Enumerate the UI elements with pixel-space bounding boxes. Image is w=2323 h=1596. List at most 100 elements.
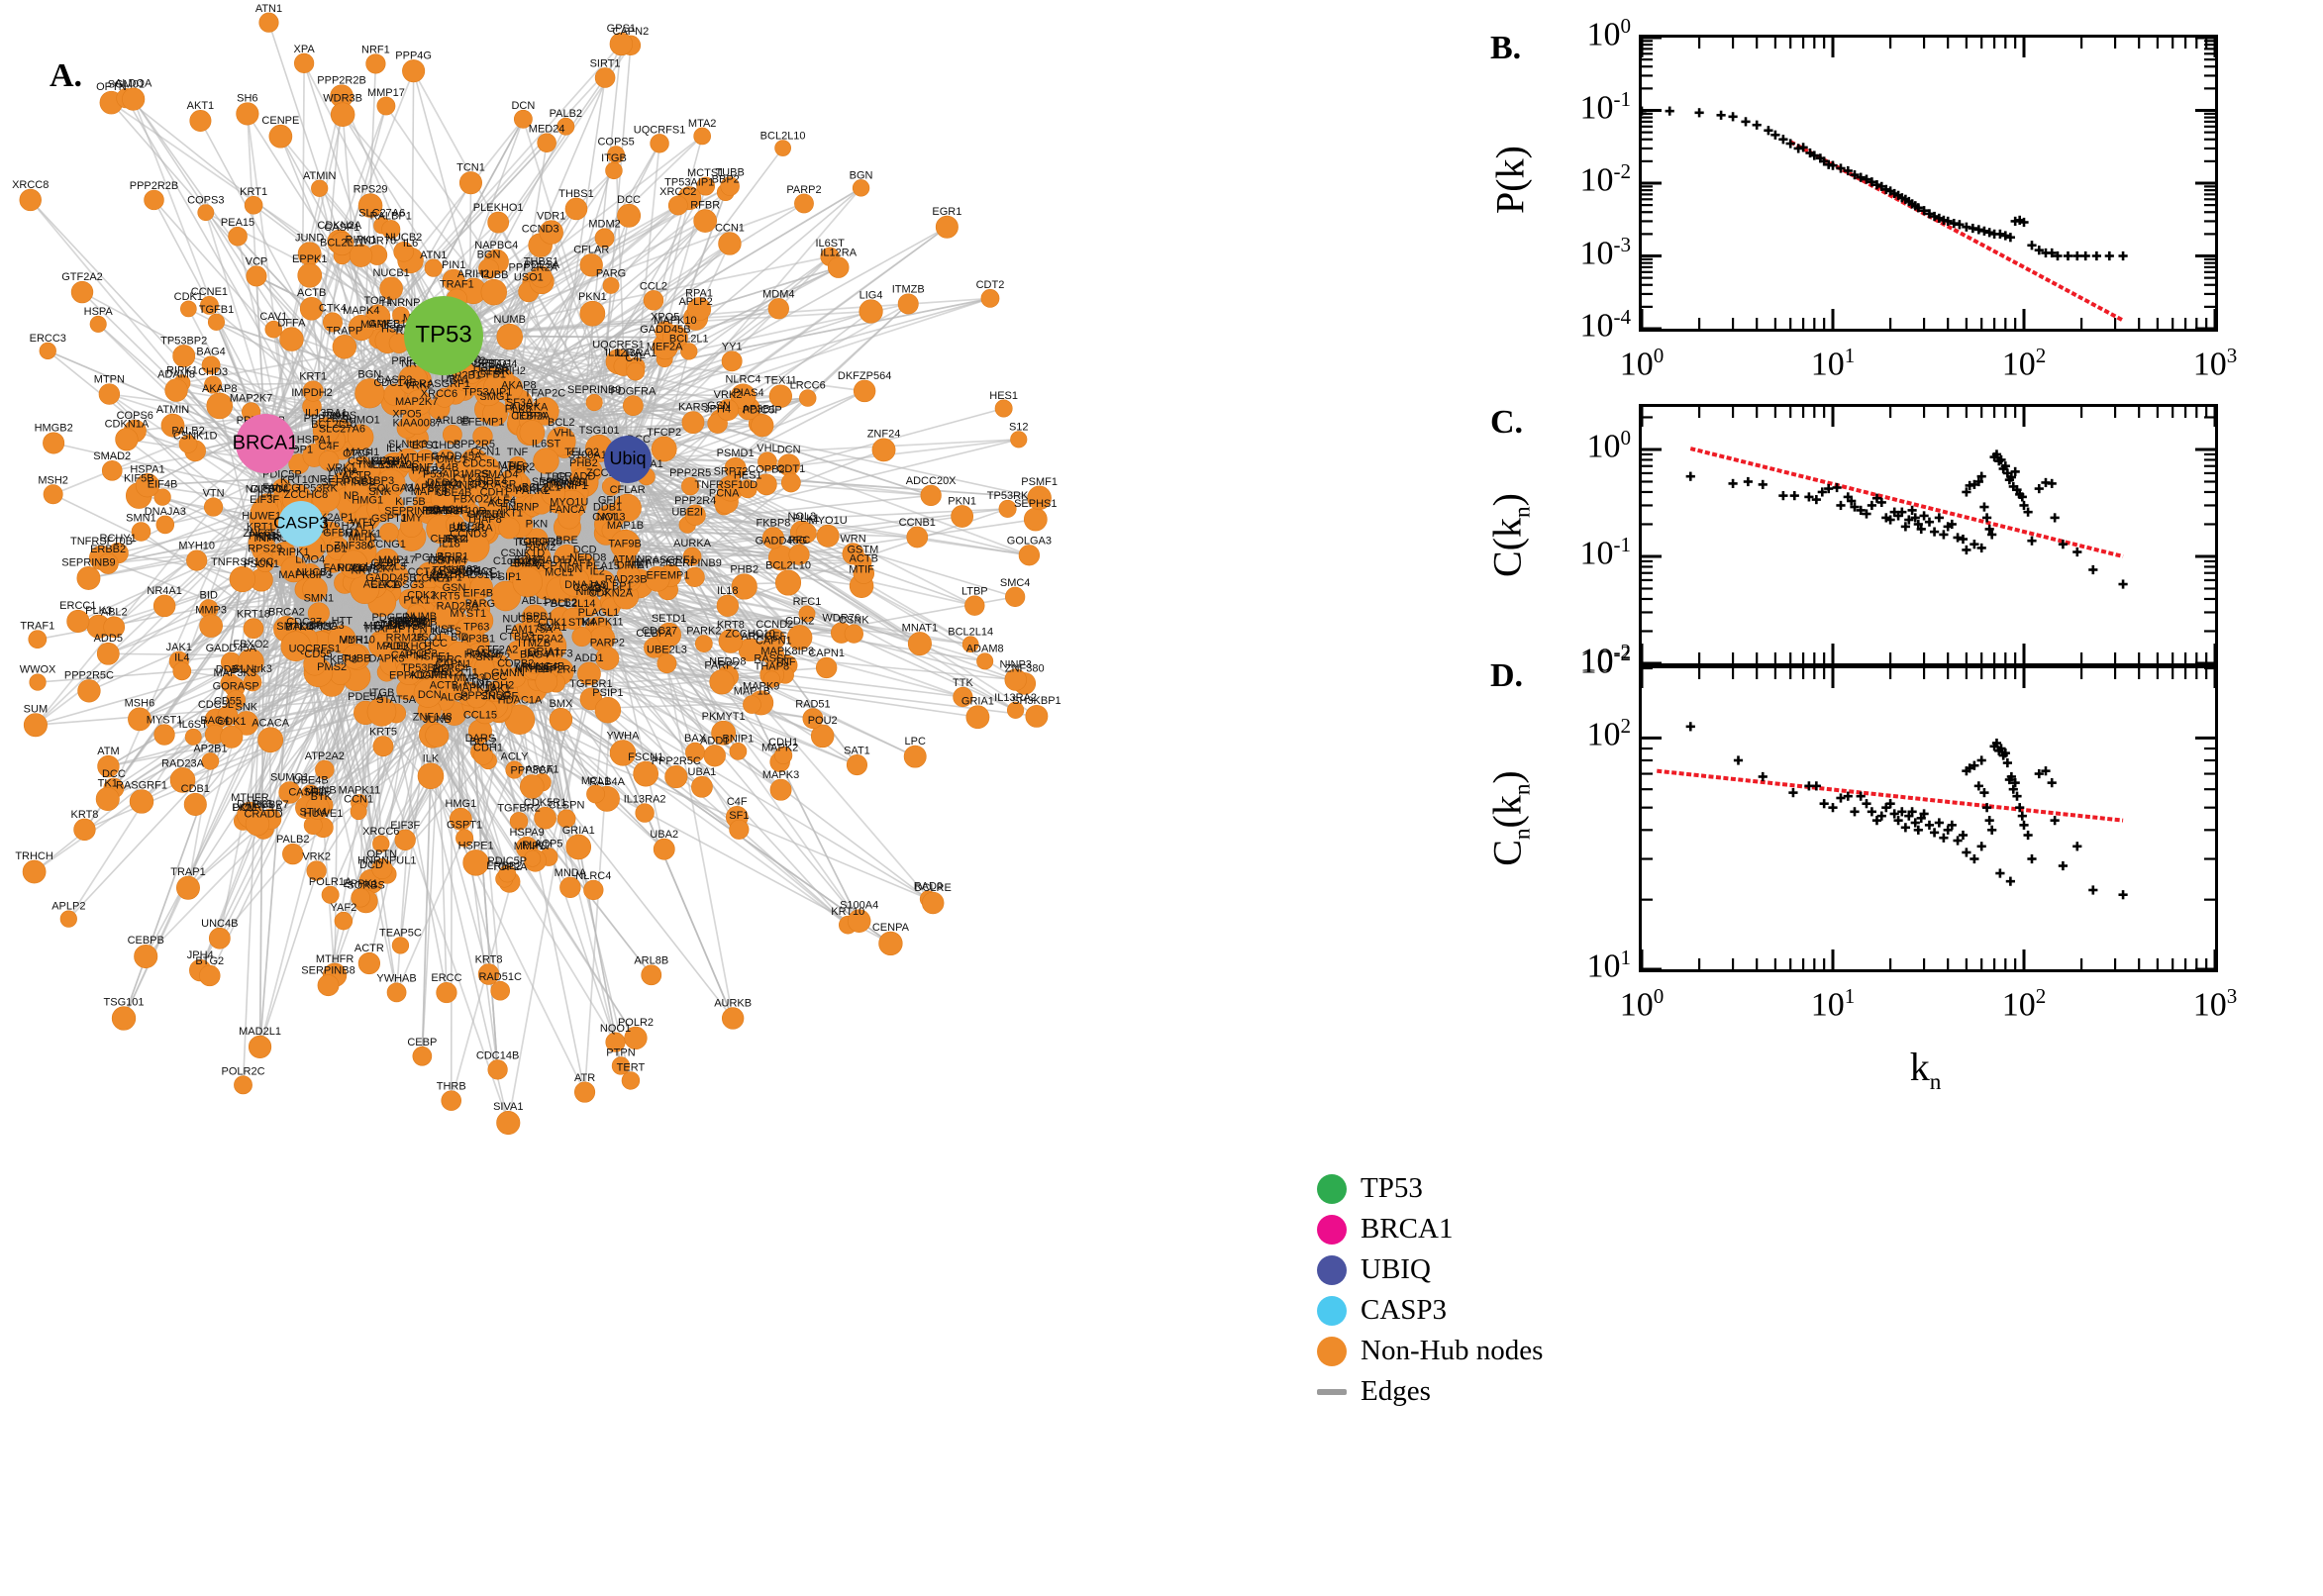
network-node[interactable] (684, 566, 705, 587)
network-node[interactable] (342, 644, 367, 669)
network-node[interactable] (413, 678, 443, 708)
network-node[interactable] (280, 555, 307, 583)
network-node[interactable] (565, 834, 592, 860)
network-node[interactable] (377, 492, 404, 519)
network-node[interactable] (70, 280, 94, 304)
network-node[interactable] (451, 573, 471, 594)
network-node[interactable] (441, 1090, 462, 1111)
network-node[interactable] (613, 493, 642, 523)
network-node[interactable] (499, 469, 523, 493)
network-node[interactable] (595, 647, 620, 670)
network-node[interactable] (321, 885, 340, 904)
network-node[interactable] (667, 195, 688, 216)
network-node[interactable] (853, 379, 876, 403)
network-node[interactable] (197, 204, 215, 222)
network-node[interactable] (250, 498, 280, 529)
network-node[interactable] (280, 631, 312, 661)
network-node[interactable] (208, 927, 231, 949)
network-node[interactable] (650, 134, 669, 153)
network-node[interactable] (644, 637, 664, 658)
network-node[interactable] (257, 727, 284, 753)
network-node[interactable] (379, 522, 399, 543)
network-node[interactable] (365, 53, 386, 74)
network-node[interactable] (395, 658, 423, 685)
network-node[interactable] (564, 197, 588, 221)
network-node[interactable] (794, 193, 814, 214)
network-node[interactable] (511, 623, 531, 643)
network-node[interactable] (557, 506, 581, 530)
network-node[interactable] (769, 778, 792, 801)
network-node[interactable] (616, 563, 641, 588)
network-node[interactable] (815, 656, 838, 679)
network-node[interactable] (920, 484, 942, 507)
network-node[interactable] (664, 764, 688, 789)
network-node[interactable] (264, 320, 283, 339)
network-node[interactable] (406, 604, 427, 625)
network-node[interactable] (243, 618, 264, 640)
network-node[interactable] (436, 981, 457, 1004)
network-node[interactable] (294, 52, 315, 73)
network-node[interactable] (115, 428, 139, 451)
network-node[interactable] (816, 524, 840, 548)
network-node[interactable] (430, 486, 454, 511)
network-node[interactable] (656, 653, 677, 674)
network-node[interactable] (455, 617, 481, 643)
network-node[interactable] (435, 387, 455, 408)
network-node[interactable] (976, 652, 994, 670)
network-node[interactable] (610, 529, 641, 560)
network-node[interactable] (172, 345, 196, 367)
network-node[interactable] (691, 775, 713, 798)
network-node[interactable] (906, 526, 929, 549)
network-node[interactable] (643, 290, 664, 311)
network-node[interactable] (512, 566, 544, 598)
network-node[interactable] (537, 133, 556, 152)
network-node[interactable] (462, 849, 489, 876)
network-node[interactable] (774, 569, 802, 596)
network-node[interactable] (307, 602, 330, 625)
network-node[interactable] (76, 566, 101, 590)
network-nodes[interactable] (19, 12, 1052, 1136)
network-node[interactable] (484, 680, 506, 703)
network-node[interactable] (721, 350, 743, 372)
network-node[interactable] (96, 642, 120, 665)
network-node[interactable] (1005, 586, 1026, 608)
network-node[interactable] (1025, 704, 1049, 728)
network-node[interactable] (28, 630, 48, 649)
network-node[interactable] (585, 394, 603, 412)
network-node[interactable] (626, 361, 646, 381)
network-node[interactable] (400, 634, 426, 659)
network-node[interactable] (189, 110, 212, 132)
network-node[interactable] (155, 515, 175, 535)
network-node[interactable] (199, 964, 221, 987)
network-node[interactable] (354, 378, 385, 409)
network-node[interactable] (73, 818, 96, 842)
network-node[interactable] (743, 695, 761, 714)
network-node[interactable] (490, 980, 511, 1001)
network-node[interactable] (844, 624, 863, 644)
network-node[interactable] (577, 661, 601, 686)
network-node[interactable] (490, 580, 522, 612)
network-node[interactable] (680, 343, 698, 360)
network-node[interactable] (234, 1075, 252, 1095)
network-node[interactable] (19, 188, 42, 212)
network-node[interactable] (541, 480, 565, 506)
network-node[interactable] (561, 607, 584, 630)
network-node[interactable] (751, 414, 774, 438)
network-node[interactable] (480, 278, 507, 306)
network-node[interactable] (617, 203, 642, 228)
network-node[interactable] (693, 209, 718, 233)
network-node[interactable] (601, 476, 621, 496)
network-node[interactable] (244, 195, 263, 215)
network-node[interactable] (236, 102, 259, 126)
network-node[interactable] (435, 449, 457, 471)
network-node[interactable] (391, 937, 410, 954)
network-node[interactable] (344, 479, 369, 504)
network-node[interactable] (402, 59, 426, 83)
network-node[interactable] (681, 411, 705, 435)
network-node[interactable] (312, 417, 341, 445)
network-node[interactable] (729, 743, 748, 760)
network-node[interactable] (334, 911, 354, 931)
network-node[interactable] (77, 679, 101, 703)
network-node[interactable] (405, 389, 433, 416)
network-node[interactable] (1023, 507, 1048, 532)
